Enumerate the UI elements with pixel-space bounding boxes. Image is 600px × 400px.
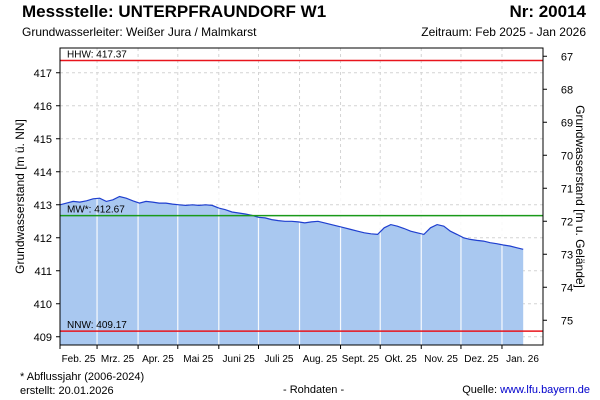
y-tick-label: 412: [34, 233, 52, 245]
y-tick-label: 411: [34, 266, 52, 278]
y-axis-label-right: Grundwasserstand [m u. Gelände]: [573, 105, 587, 288]
x-tick-label: Aug. 25: [303, 354, 338, 365]
right-axis: 67 68 69 70 71 72 73 74 75: [543, 51, 573, 327]
y2-tick-label: 70: [561, 150, 573, 162]
y-tick-label: 409: [34, 332, 52, 344]
x-tick-label: Mai 25: [183, 354, 213, 365]
y2-tick-label: 68: [561, 84, 573, 96]
series-line: [59, 195, 524, 250]
reference-label: HHW: 417.37: [67, 50, 127, 61]
y-tick-label: 415: [34, 134, 52, 146]
y-tick-label: 417: [34, 68, 52, 80]
y-tick-label: 410: [34, 299, 52, 311]
x-tick-label: Feb. 25: [62, 354, 96, 365]
month-separators: [96, 188, 503, 345]
x-tick-label: Mrz. 25: [101, 354, 135, 365]
source: Quelle: www.lfu.bayern.de: [462, 384, 590, 396]
x-tick-label: Apr. 25: [142, 354, 174, 365]
source-label: Quelle:: [462, 384, 501, 396]
source-link[interactable]: www.lfu.bayern.de: [500, 384, 590, 396]
y-tick-label: 416: [34, 101, 52, 113]
created-date: erstellt: 20.01.2026: [20, 385, 114, 397]
period-label: Zeitraum: Feb 2025 - Jan 2026: [421, 25, 586, 39]
y2-tick-label: 71: [561, 183, 573, 195]
y2-tick-label: 67: [561, 51, 573, 63]
x-tick-label: Sept. 25: [342, 354, 380, 365]
reference-lines: HHW: 417.37 MW*: 412.67 NNW: 409.17: [60, 50, 543, 332]
plot-frame: [59, 47, 544, 346]
y2-tick-label: 69: [561, 117, 573, 129]
x-tick-label: Okt. 25: [385, 354, 418, 365]
y2-tick-label: 72: [561, 216, 573, 228]
x-tick-label: Dez. 25: [464, 354, 499, 365]
station-number: Nr: 20014: [509, 2, 586, 21]
y-tick-label: 413: [34, 200, 52, 212]
reference-label: MW*: 412.67: [67, 205, 125, 216]
x-tick-label: Juli 25: [265, 354, 294, 365]
page-title: Messstelle: UNTERPFRAUNDORF W1: [22, 2, 327, 21]
y2-tick-label: 73: [561, 249, 573, 261]
left-axis: 409 410 411 412 413 414 415 416 417: [34, 68, 60, 344]
series-area: [60, 196, 524, 345]
footnote: * Abflussjahr (2006-2024): [20, 371, 145, 383]
x-tick-label: Juni 25: [223, 354, 256, 365]
x-axis: Feb. 25 Mrz. 25 Apr. 25 Mai 25 Juni 25 Juli 2…: [59, 345, 539, 365]
x-tick-label: Jan. 26: [506, 354, 539, 365]
y-tick-label: 414: [34, 167, 52, 179]
y2-tick-label: 75: [561, 315, 573, 327]
reference-label: NNW: 409.17: [67, 320, 127, 331]
x-tick-label: Nov. 25: [424, 354, 458, 365]
y2-tick-label: 74: [561, 282, 573, 294]
y-axis-label-left: Grundwasserstand [m ü. NN]: [13, 119, 27, 274]
raw-data-label: - Rohdaten -: [283, 384, 345, 396]
aquifer-label: Grundwasserleiter: Weißer Jura / Malmkar…: [22, 25, 257, 39]
